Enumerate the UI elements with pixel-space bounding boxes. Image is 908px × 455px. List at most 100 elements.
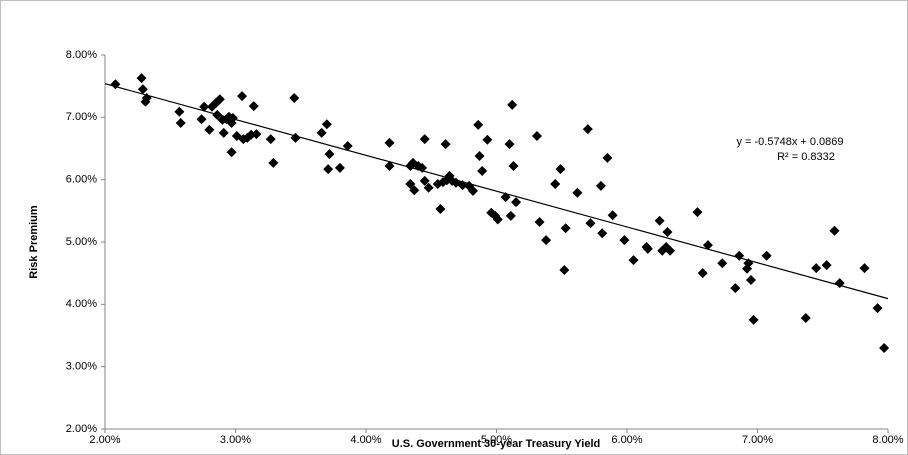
- point: [214, 94, 225, 105]
- point: [248, 101, 259, 112]
- point: [508, 160, 519, 171]
- point: [492, 214, 503, 225]
- point: [800, 313, 811, 324]
- y-tick-label: 7.00%: [66, 111, 97, 123]
- point: [550, 179, 561, 190]
- point: [595, 180, 606, 191]
- trendline-r-squared: R² = 0.8332: [777, 151, 835, 163]
- point: [323, 164, 334, 175]
- point: [602, 152, 613, 163]
- x-tick-label: 5.00%: [481, 434, 512, 446]
- point: [409, 185, 420, 196]
- point: [821, 260, 832, 271]
- point: [174, 106, 185, 117]
- point: [597, 228, 608, 239]
- y-tick-label: 3.00%: [66, 361, 97, 373]
- point: [175, 117, 186, 128]
- point: [435, 203, 446, 214]
- point: [582, 124, 593, 135]
- x-axis-title: U.S. Government 30-year Treasury Yield: [392, 438, 600, 450]
- point: [507, 99, 518, 110]
- point: [654, 215, 665, 226]
- y-tick-label: 8.00%: [66, 49, 97, 61]
- point: [534, 217, 545, 228]
- point: [384, 137, 395, 148]
- point: [204, 124, 215, 135]
- trendline: [104, 83, 889, 300]
- point: [505, 210, 516, 221]
- point: [419, 175, 430, 186]
- point: [321, 119, 332, 130]
- point: [324, 149, 335, 160]
- y-tick-label: 4.00%: [66, 298, 97, 310]
- point: [226, 147, 237, 158]
- point: [473, 119, 484, 130]
- point: [662, 227, 673, 238]
- point: [859, 263, 870, 274]
- point: [482, 134, 493, 145]
- point: [642, 243, 653, 254]
- point: [199, 101, 210, 112]
- x-tick-label: 6.00%: [611, 434, 642, 446]
- point: [619, 235, 630, 246]
- point: [761, 250, 772, 261]
- point: [697, 268, 708, 279]
- point: [384, 160, 395, 171]
- point: [136, 73, 147, 84]
- point: [265, 134, 276, 145]
- point: [585, 218, 596, 229]
- point: [702, 240, 713, 251]
- point: [268, 157, 279, 168]
- point: [745, 275, 756, 286]
- point: [748, 314, 759, 325]
- point: [477, 165, 488, 176]
- point: [137, 84, 148, 95]
- point: [560, 223, 571, 234]
- y-tick-label: 5.00%: [66, 236, 97, 248]
- point: [531, 131, 542, 142]
- point: [879, 342, 890, 353]
- point: [811, 263, 822, 274]
- point: [504, 139, 515, 150]
- point: [555, 164, 566, 175]
- point: [227, 112, 238, 123]
- point: [474, 150, 485, 161]
- point: [289, 93, 300, 104]
- point: [419, 134, 430, 145]
- point: [468, 185, 479, 196]
- point: [872, 303, 883, 314]
- y-axis-title: Risk Premium: [28, 205, 40, 279]
- point: [572, 187, 583, 198]
- point: [511, 197, 522, 208]
- point: [692, 207, 703, 218]
- trendline-equation: y = -0.5748x + 0.0869: [736, 136, 843, 148]
- point: [423, 182, 434, 193]
- point: [316, 127, 327, 138]
- x-tick-label: 2.00%: [89, 434, 120, 446]
- point: [218, 127, 229, 138]
- x-tick-label: 4.00%: [350, 434, 381, 446]
- x-tick-label: 3.00%: [220, 434, 251, 446]
- point: [730, 283, 741, 294]
- point: [405, 179, 416, 190]
- point: [541, 235, 552, 246]
- point: [440, 139, 451, 150]
- point: [251, 129, 262, 140]
- point: [607, 210, 618, 221]
- point: [829, 225, 840, 236]
- point: [665, 245, 676, 256]
- point: [717, 258, 728, 269]
- point: [237, 91, 248, 102]
- x-tick-label: 8.00%: [872, 434, 903, 446]
- point: [334, 162, 345, 173]
- point: [196, 114, 207, 125]
- x-tick-label: 7.00%: [742, 434, 773, 446]
- point: [628, 255, 639, 266]
- point: [559, 265, 570, 276]
- y-tick-label: 2.00%: [66, 423, 97, 435]
- point: [734, 250, 745, 261]
- y-tick-label: 6.00%: [66, 174, 97, 186]
